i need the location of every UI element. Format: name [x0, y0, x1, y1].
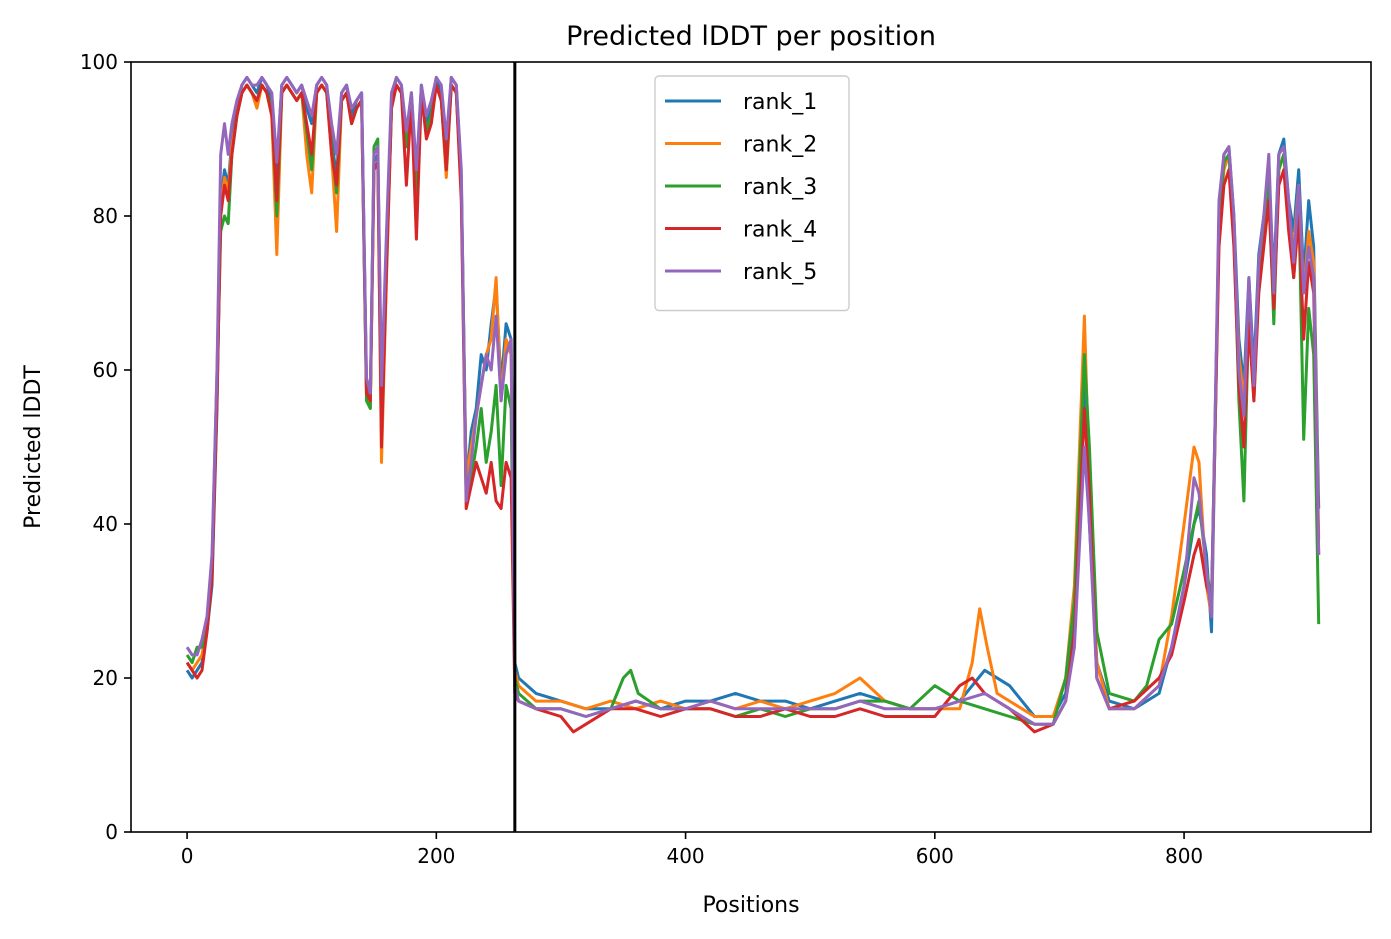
legend-item-rank_1: rank_1 — [665, 90, 817, 115]
legend-item-rank_2: rank_2 — [665, 133, 817, 158]
legend-item-rank_5: rank_5 — [665, 260, 817, 285]
y-tick-label: 20 — [93, 666, 118, 690]
series-line-rank_5 — [185, 75, 1321, 726]
legend-item-rank_4: rank_4 — [665, 218, 817, 243]
x-tick-label: 0 — [181, 844, 194, 868]
x-axis-label: Positions — [702, 893, 799, 918]
chart-title: Predicted lDDT per position — [566, 21, 936, 52]
legend-label: rank_5 — [743, 260, 817, 285]
x-tick-label: 200 — [417, 844, 455, 868]
legend-label: rank_3 — [743, 175, 817, 200]
legend: rank_1 rank_2 rank_3 rank_4 rank_5 — [654, 75, 850, 312]
legend-label: rank_1 — [743, 90, 817, 115]
y-tick-label: 60 — [93, 358, 118, 382]
legend-box — [654, 75, 850, 312]
series-lines — [185, 75, 1321, 734]
legend-label: rank_2 — [743, 133, 817, 158]
x-tick-label: 800 — [1165, 844, 1203, 868]
y-tick-label: 80 — [93, 204, 118, 228]
plot-area — [130, 61, 1372, 833]
y-tick-label: 40 — [93, 512, 118, 536]
y-axis: 0 20 40 60 80 100 — [80, 50, 131, 844]
y-tick-label: 100 — [80, 50, 118, 74]
x-tick-label: 600 — [916, 844, 954, 868]
y-tick-label: 0 — [105, 820, 118, 844]
x-tick-label: 400 — [666, 844, 704, 868]
legend-item-rank_3: rank_3 — [665, 175, 817, 200]
x-axis: 0 200 400 600 800 — [181, 832, 1203, 868]
legend-label: rank_4 — [743, 218, 817, 243]
y-axis-label: Predicted lDDT — [21, 365, 46, 529]
plot-frame — [130, 61, 1372, 833]
